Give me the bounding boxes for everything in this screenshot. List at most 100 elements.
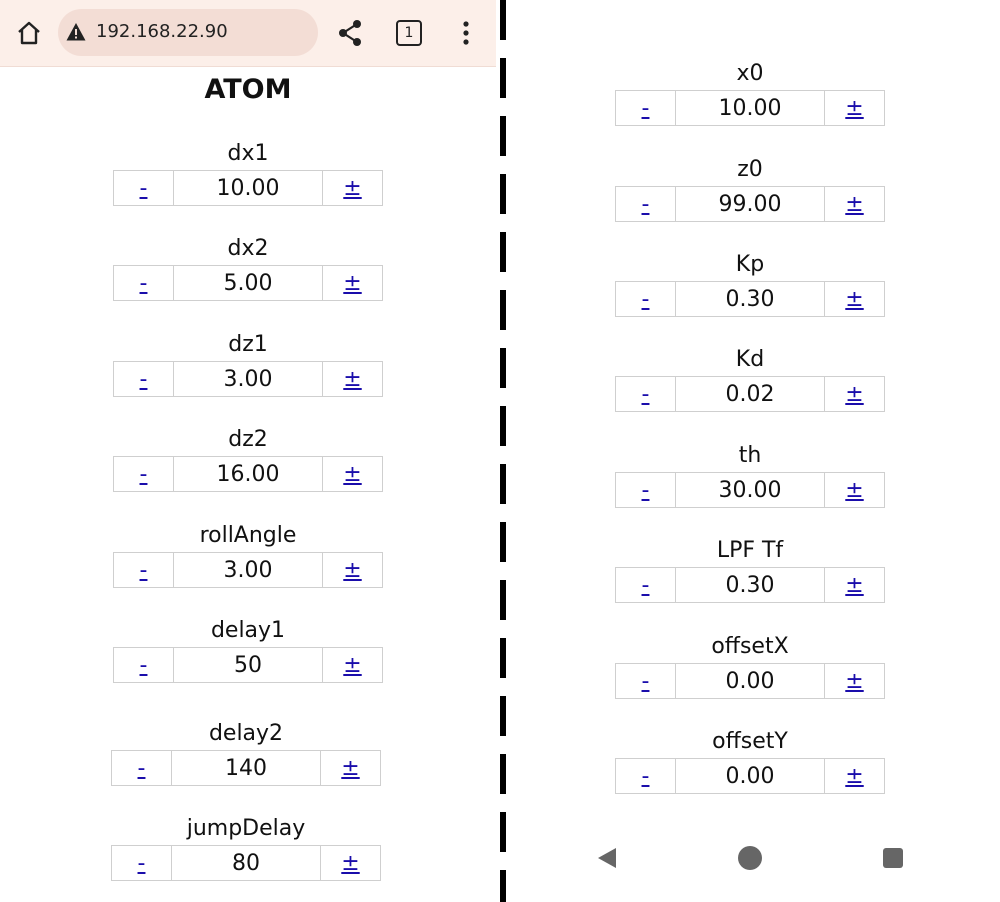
param-stepper: - 0.00 ± <box>615 758 885 794</box>
share-icon[interactable] <box>336 18 364 48</box>
increment-button[interactable]: ± <box>322 362 382 396</box>
param-value: 10.00 <box>216 175 280 201</box>
increment-button[interactable]: ± <box>824 759 884 793</box>
warning-icon[interactable] <box>66 22 86 42</box>
home-nav-icon[interactable] <box>738 846 762 870</box>
split-screen-divider[interactable] <box>500 0 506 902</box>
param-stepper: - 0.00 ± <box>615 663 885 699</box>
param-label: Kp <box>735 252 765 277</box>
decrement-button[interactable]: - <box>616 759 676 793</box>
recent-apps-icon[interactable] <box>883 848 903 868</box>
param-stepper: - 80 ± <box>111 845 381 881</box>
decrement-button[interactable]: - <box>616 187 676 221</box>
decrement-button[interactable]: - <box>616 377 676 411</box>
increment-button[interactable]: ± <box>824 187 884 221</box>
increment-button[interactable]: ± <box>824 377 884 411</box>
param-value: 0.30 <box>725 572 775 598</box>
param-rollangle: rollAngle - 3.00 ± <box>113 522 383 588</box>
param-label: rollAngle <box>199 523 297 548</box>
increment-button[interactable]: ± <box>824 91 884 125</box>
increment-button[interactable]: ± <box>322 171 382 205</box>
param-value: 50 <box>234 652 262 678</box>
param-value: 3.00 <box>223 366 273 392</box>
param-kd: Kd - 0.02 ± <box>615 346 885 412</box>
back-icon[interactable] <box>596 846 620 870</box>
param-offsetx: offsetX - 0.00 ± <box>615 633 885 699</box>
decrement-button[interactable]: - <box>616 91 676 125</box>
tab-count: 1 <box>396 20 422 46</box>
param-th: th - 30.00 ± <box>615 442 885 508</box>
param-value: 0.02 <box>725 381 775 407</box>
param-value: 10.00 <box>718 95 782 121</box>
decrement-button[interactable]: - <box>616 664 676 698</box>
param-value: 16.00 <box>216 461 280 487</box>
decrement-button[interactable]: - <box>114 362 174 396</box>
param-jumpdelay: jumpDelay - 80 ± <box>111 815 381 881</box>
param-delay1: delay1 - 50 ± <box>113 617 383 683</box>
increment-button[interactable]: ± <box>824 282 884 316</box>
param-label: z0 <box>737 157 763 182</box>
decrement-button[interactable]: - <box>112 846 172 880</box>
param-offsety: offsetY - 0.00 ± <box>615 728 885 794</box>
param-dz2: dz2 - 16.00 ± <box>113 426 383 492</box>
param-label: offsetY <box>712 729 788 754</box>
decrement-button[interactable]: - <box>616 568 676 602</box>
param-value: 80 <box>232 850 260 876</box>
decrement-button[interactable]: - <box>114 457 174 491</box>
param-label: offsetX <box>711 634 789 659</box>
increment-button[interactable]: ± <box>824 664 884 698</box>
param-stepper: - 0.02 ± <box>615 376 885 412</box>
param-label: x0 <box>736 61 764 86</box>
decrement-button[interactable]: - <box>616 473 676 507</box>
param-value: 5.00 <box>223 270 273 296</box>
param-value: 0.00 <box>725 763 775 789</box>
param-stepper: - 10.00 ± <box>615 90 885 126</box>
param-stepper: - 3.00 ± <box>113 552 383 588</box>
param-value: 0.30 <box>725 286 775 312</box>
address-bar[interactable]: 192.168.22.90 <box>58 9 318 56</box>
param-stepper: - 99.00 ± <box>615 186 885 222</box>
param-stepper: - 0.30 ± <box>615 281 885 317</box>
param-label: dx2 <box>227 236 269 261</box>
param-stepper: - 140 ± <box>111 750 381 786</box>
param-stepper: - 16.00 ± <box>113 456 383 492</box>
param-value: 99.00 <box>718 191 782 217</box>
param-label: Kd <box>735 347 765 372</box>
param-label: dz1 <box>228 332 268 357</box>
param-dx1: dx1 - 10.00 ± <box>113 140 383 206</box>
increment-button[interactable]: ± <box>322 457 382 491</box>
increment-button[interactable]: ± <box>320 846 380 880</box>
more-menu-icon[interactable] <box>455 18 477 48</box>
increment-button[interactable]: ± <box>322 553 382 587</box>
param-label: dz2 <box>228 427 268 452</box>
decrement-button[interactable]: - <box>112 751 172 785</box>
param-value: 140 <box>225 755 267 781</box>
param-z0: z0 - 99.00 ± <box>615 156 885 222</box>
param-label: delay2 <box>208 721 284 746</box>
home-icon[interactable] <box>14 18 44 48</box>
decrement-button[interactable]: - <box>114 648 174 682</box>
decrement-button[interactable]: - <box>616 282 676 316</box>
increment-button[interactable]: ± <box>322 648 382 682</box>
param-kp: Kp - 0.30 ± <box>615 251 885 317</box>
param-stepper: - 30.00 ± <box>615 472 885 508</box>
page-title: ATOM <box>204 74 292 105</box>
param-dz1: dz1 - 3.00 ± <box>113 331 383 397</box>
param-label: dx1 <box>227 141 269 166</box>
param-x0: x0 - 10.00 ± <box>615 60 885 126</box>
param-label: delay1 <box>210 618 286 643</box>
decrement-button[interactable]: - <box>114 171 174 205</box>
increment-button[interactable]: ± <box>320 751 380 785</box>
browser-toolbar: 192.168.22.90 1 <box>0 0 496 67</box>
param-label: th <box>738 443 762 468</box>
increment-button[interactable]: ± <box>824 568 884 602</box>
increment-button[interactable]: ± <box>322 266 382 300</box>
param-dx2: dx2 - 5.00 ± <box>113 235 383 301</box>
param-value: 30.00 <box>718 477 782 503</box>
tabs-icon[interactable]: 1 <box>396 20 422 46</box>
increment-button[interactable]: ± <box>824 473 884 507</box>
param-lpf-tf: LPF Tf - 0.30 ± <box>615 537 885 603</box>
decrement-button[interactable]: - <box>114 266 174 300</box>
param-value: 3.00 <box>223 557 273 583</box>
decrement-button[interactable]: - <box>114 553 174 587</box>
